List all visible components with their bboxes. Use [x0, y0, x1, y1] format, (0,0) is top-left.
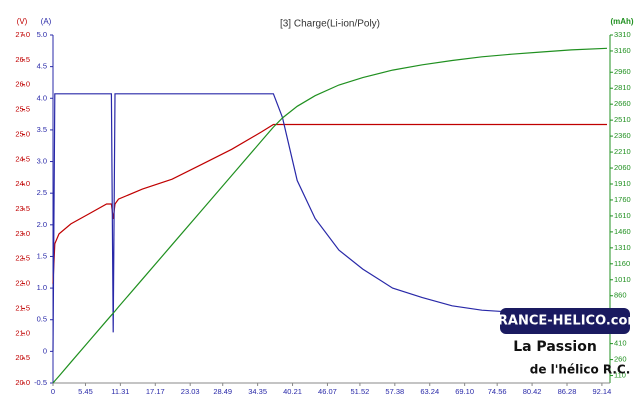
tick-label: 410	[614, 339, 627, 348]
tick-label: 1610	[614, 211, 631, 220]
tick-label: 27.0	[15, 30, 30, 39]
tick-label: 260	[614, 355, 627, 364]
tick-label: 25.5	[15, 105, 30, 114]
watermark: FRANCE-HELICO.com La Passion de l'hélico…	[489, 308, 641, 377]
tick-label: 2960	[614, 67, 631, 76]
x-tick-label: 5.45	[78, 387, 93, 396]
tick-label: 21.0	[15, 328, 30, 337]
tick-label: 2510	[614, 115, 631, 124]
series-line	[52, 47, 608, 384]
x-tick-label: 46.07	[318, 387, 337, 396]
tick-label: 2360	[614, 131, 631, 140]
tick-label: 2.5	[37, 188, 47, 197]
tick-label: 3160	[614, 46, 631, 55]
tick-label: 2810	[614, 83, 631, 92]
tick-label: 4.5	[37, 62, 47, 71]
series-line	[52, 123, 607, 284]
chart-title: [3] Charge(Li-ion/Poly)	[280, 19, 380, 30]
x-tick-label: 11.31	[111, 387, 129, 396]
tick-label: 1310	[614, 243, 631, 252]
tick-label: 21.5	[15, 303, 30, 312]
tick-label: 25.0	[15, 129, 30, 138]
x-tick-label: 23.03	[181, 387, 200, 396]
tick-label: 0.5	[37, 315, 47, 324]
tick-label: 4.0	[37, 93, 47, 102]
x-tick-label: 69.10	[455, 387, 474, 396]
x-tick-label: 86.28	[558, 387, 577, 396]
x-tick-label: 74.56	[488, 387, 507, 396]
tick-label: 3.5	[37, 125, 47, 134]
tick-label: 3.0	[37, 157, 47, 166]
tick-label: 5.0	[37, 30, 47, 39]
y3-axis-unit: (mAh)	[610, 17, 633, 26]
x-tick-label: 40.21	[283, 387, 302, 396]
x-tick-label: 0	[51, 387, 55, 396]
tick-label: 1.5	[37, 251, 47, 260]
x-tick-label: 28.49	[213, 387, 232, 396]
tick-label: 2060	[614, 163, 631, 172]
tick-label: 23.0	[15, 229, 30, 238]
x-tick-label: 51.52	[351, 387, 370, 396]
tick-label: 23.5	[15, 204, 30, 213]
tick-label: 110	[614, 371, 626, 380]
tick-label: 1460	[614, 227, 631, 236]
tick-label: 1910	[614, 179, 631, 188]
tick-label: 2660	[614, 99, 631, 108]
y-axis-unit: (V)	[17, 17, 28, 26]
tick-label: 1010	[614, 275, 631, 284]
watermark-line2: de l'hélico R.C.	[530, 363, 631, 377]
x-tick-label: 17.17	[146, 387, 165, 396]
tick-label: 26.0	[15, 80, 30, 89]
tick-label: 20.0	[15, 378, 30, 387]
tick-label: 24.5	[15, 154, 30, 163]
y2-axis-unit: (A)	[41, 17, 52, 26]
x-tick-label: 57.38	[385, 387, 404, 396]
tick-label: 1760	[614, 195, 631, 204]
tick-label: 3310	[614, 30, 631, 39]
tick-label: 22.5	[15, 254, 30, 263]
tick-label: -0.5	[34, 378, 47, 387]
series-line	[52, 93, 608, 352]
tick-label: 860	[614, 291, 627, 300]
tick-label: 2.0	[37, 220, 47, 229]
watermark-site: FRANCE-HELICO.com	[489, 314, 641, 329]
tick-label: 1160	[614, 259, 630, 268]
tick-label: 24.0	[15, 179, 30, 188]
x-tick-label: 34.35	[248, 387, 267, 396]
x-tick-label: 63.24	[420, 387, 439, 396]
x-tick-label: 92.14	[593, 387, 612, 396]
tick-label: 20.5	[15, 353, 30, 362]
x-tick-label: 80.42	[523, 387, 542, 396]
watermark-line1: La Passion	[513, 339, 597, 355]
tick-label: 2210	[614, 147, 631, 156]
tick-label: 0	[43, 346, 47, 355]
tick-label: 26.5	[15, 55, 30, 64]
watermark-badge	[500, 308, 630, 334]
tick-label: 1.0	[37, 283, 47, 292]
tick-label: 22.0	[15, 279, 30, 288]
